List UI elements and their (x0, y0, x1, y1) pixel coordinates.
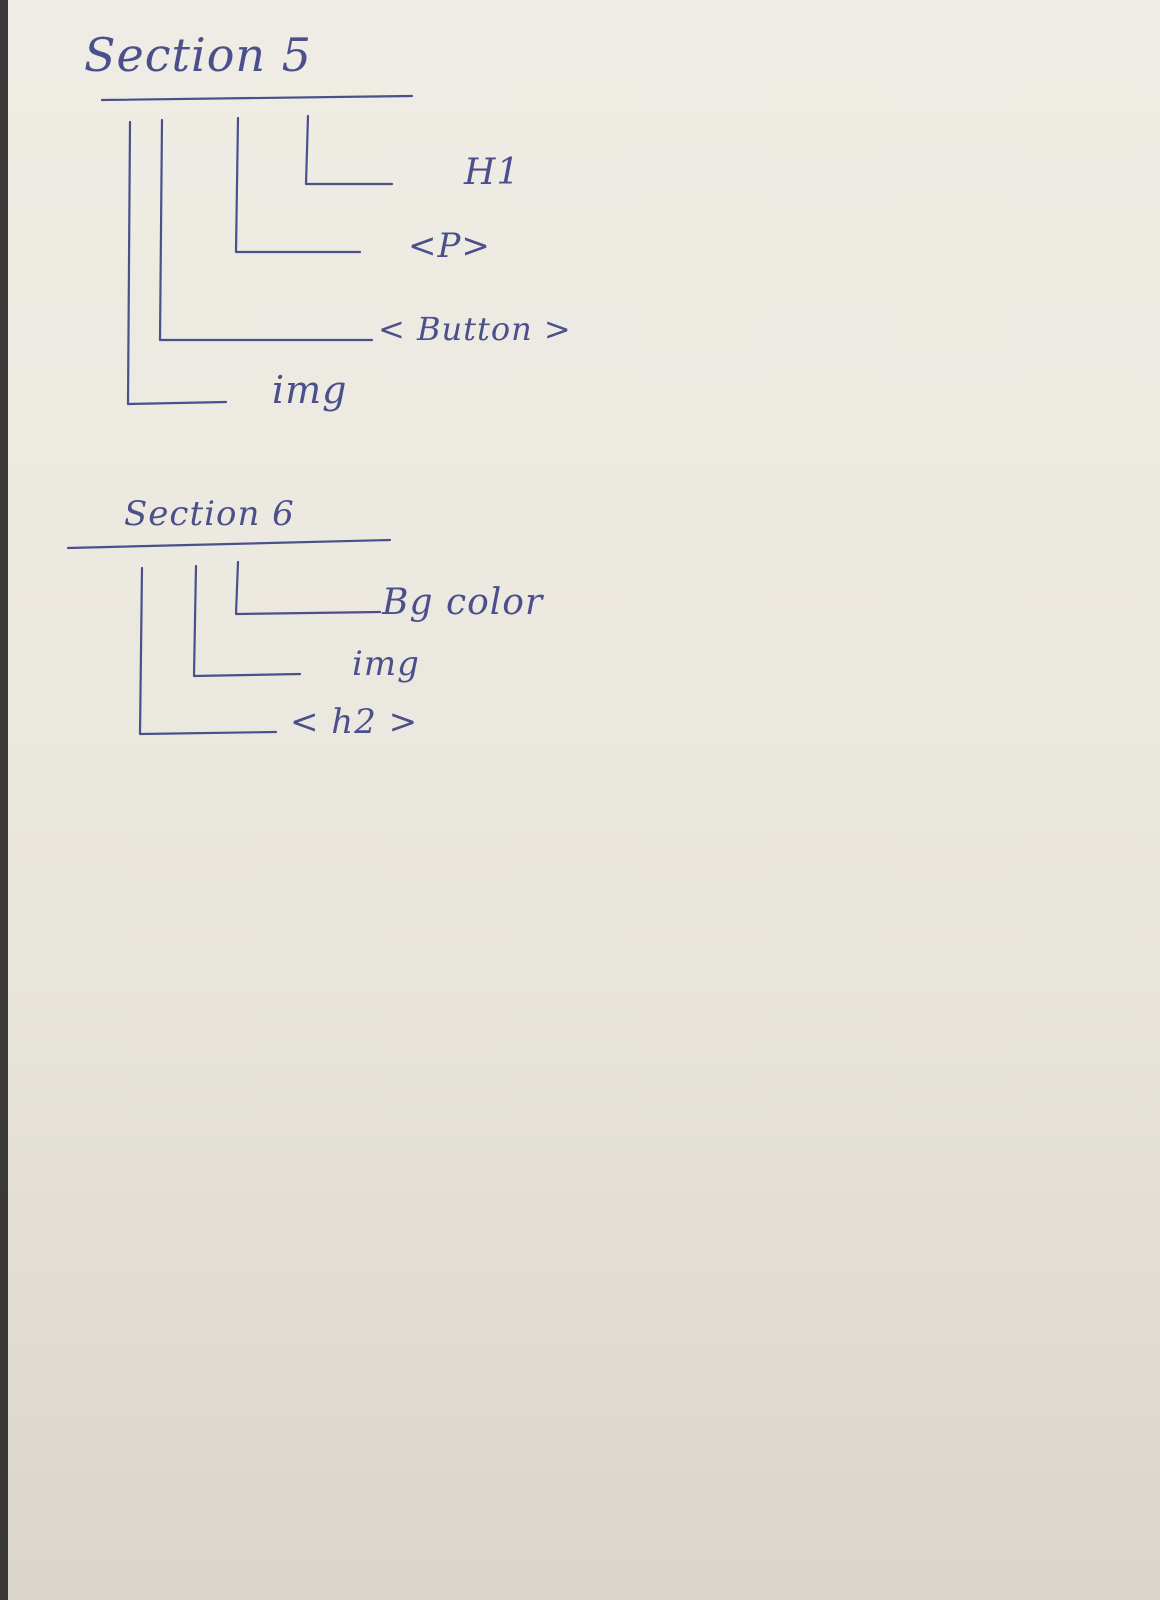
section5-connector-img (126, 120, 228, 406)
section5-item-h1: H1 (464, 152, 521, 193)
section6-title: Section 6 (124, 494, 295, 534)
section6-underline (66, 538, 392, 550)
section5-connector-p (234, 116, 362, 254)
paper-shadow (0, 980, 1160, 1600)
section6-connector-h2 (138, 566, 278, 736)
section5-connector-button (158, 118, 374, 342)
paper-edge (0, 0, 8, 1600)
section6-connector-bgcolor (234, 560, 382, 616)
section5-item-img: img (272, 368, 348, 412)
section5-title: Section 5 (84, 28, 312, 82)
section6-item-bgcolor: Bg color (382, 582, 544, 623)
section5-connector-h1 (304, 114, 394, 186)
section6-item-img: img (352, 644, 420, 684)
section5-underline (100, 94, 414, 102)
section5-item-button: < Button > (378, 310, 572, 348)
section6-connector-img (192, 564, 302, 678)
section6-item-h2: < h2 > (290, 702, 419, 742)
section5-item-p: <P> (408, 226, 491, 266)
